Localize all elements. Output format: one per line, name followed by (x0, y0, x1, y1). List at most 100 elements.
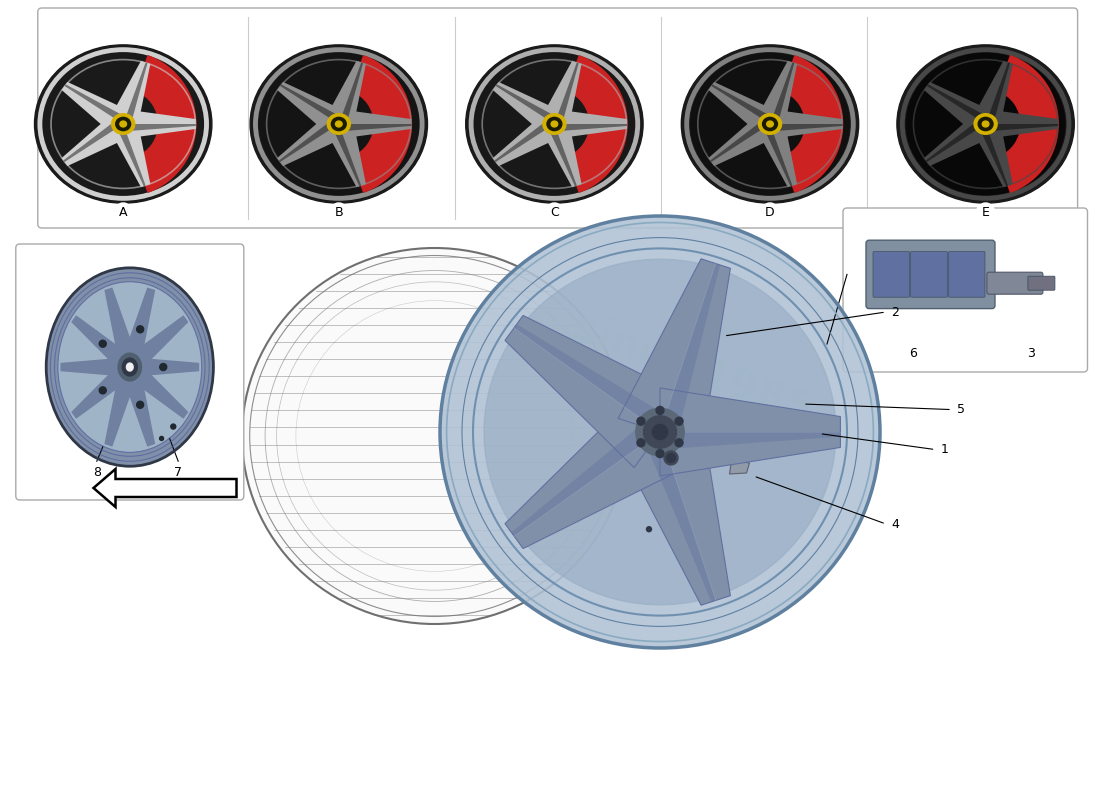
Polygon shape (763, 124, 792, 186)
Polygon shape (495, 118, 554, 162)
Polygon shape (123, 109, 196, 139)
Polygon shape (109, 119, 151, 187)
Ellipse shape (160, 437, 164, 441)
Polygon shape (512, 418, 660, 536)
Polygon shape (277, 82, 348, 136)
Ellipse shape (99, 387, 107, 394)
Ellipse shape (543, 114, 565, 134)
Polygon shape (927, 84, 990, 124)
Polygon shape (514, 324, 670, 432)
Ellipse shape (170, 424, 176, 429)
Text: 5: 5 (957, 403, 965, 416)
Text: passion for: passion for (576, 262, 744, 346)
Ellipse shape (328, 114, 350, 134)
Text: a: a (781, 434, 803, 462)
Text: D: D (766, 206, 774, 218)
Ellipse shape (982, 121, 989, 127)
Ellipse shape (465, 45, 644, 203)
Polygon shape (123, 124, 196, 131)
Polygon shape (104, 287, 140, 370)
Polygon shape (332, 124, 361, 186)
Ellipse shape (440, 216, 880, 648)
Ellipse shape (761, 203, 779, 221)
FancyBboxPatch shape (873, 251, 910, 298)
Polygon shape (505, 315, 686, 467)
Ellipse shape (89, 94, 157, 154)
Polygon shape (124, 315, 188, 375)
Ellipse shape (675, 418, 683, 426)
Wedge shape (998, 56, 1058, 192)
Ellipse shape (681, 45, 859, 203)
Ellipse shape (652, 425, 668, 439)
Ellipse shape (656, 450, 664, 458)
Polygon shape (65, 84, 128, 124)
Polygon shape (62, 82, 132, 136)
Ellipse shape (759, 114, 781, 134)
FancyBboxPatch shape (843, 208, 1088, 372)
Polygon shape (120, 287, 155, 370)
Polygon shape (660, 388, 840, 476)
Ellipse shape (978, 118, 993, 130)
Polygon shape (104, 364, 140, 446)
Polygon shape (130, 357, 199, 377)
Ellipse shape (330, 203, 348, 221)
Text: C: C (550, 206, 559, 218)
Ellipse shape (336, 121, 342, 127)
Polygon shape (924, 112, 994, 166)
FancyBboxPatch shape (911, 251, 947, 298)
Ellipse shape (551, 121, 558, 127)
Polygon shape (708, 82, 779, 136)
Polygon shape (756, 61, 798, 129)
Polygon shape (324, 61, 366, 129)
Polygon shape (644, 432, 716, 602)
Ellipse shape (520, 94, 588, 154)
Ellipse shape (120, 121, 127, 127)
Ellipse shape (250, 45, 428, 203)
Ellipse shape (136, 402, 144, 408)
Polygon shape (924, 82, 994, 136)
Ellipse shape (116, 118, 131, 130)
Ellipse shape (637, 418, 645, 426)
Ellipse shape (952, 94, 1020, 154)
Polygon shape (339, 62, 363, 126)
Polygon shape (540, 119, 582, 187)
Polygon shape (496, 84, 559, 124)
FancyBboxPatch shape (866, 240, 996, 309)
Ellipse shape (736, 94, 804, 154)
FancyBboxPatch shape (1027, 276, 1055, 290)
Ellipse shape (46, 268, 213, 466)
Polygon shape (711, 118, 770, 162)
Ellipse shape (546, 203, 563, 221)
Ellipse shape (636, 408, 684, 456)
Polygon shape (554, 109, 627, 139)
Polygon shape (493, 112, 563, 166)
Polygon shape (708, 112, 779, 166)
Ellipse shape (260, 54, 418, 194)
Polygon shape (986, 62, 1010, 126)
Polygon shape (540, 61, 582, 129)
Text: E: E (981, 206, 990, 218)
Ellipse shape (656, 406, 664, 414)
FancyBboxPatch shape (37, 8, 1078, 228)
FancyBboxPatch shape (948, 251, 984, 298)
Ellipse shape (977, 203, 994, 221)
Ellipse shape (975, 114, 998, 134)
Polygon shape (729, 460, 749, 474)
Polygon shape (971, 61, 1013, 129)
FancyBboxPatch shape (15, 244, 244, 500)
Ellipse shape (112, 114, 134, 134)
Ellipse shape (691, 54, 849, 194)
Polygon shape (117, 124, 145, 186)
Ellipse shape (675, 438, 683, 446)
Polygon shape (979, 124, 1008, 186)
Polygon shape (986, 124, 1058, 131)
Ellipse shape (242, 248, 627, 624)
Polygon shape (770, 109, 843, 139)
Polygon shape (660, 432, 840, 450)
Ellipse shape (122, 358, 138, 376)
Ellipse shape (896, 45, 1075, 203)
Ellipse shape (637, 438, 645, 446)
Ellipse shape (484, 259, 836, 605)
Wedge shape (135, 56, 196, 192)
Polygon shape (770, 124, 843, 131)
